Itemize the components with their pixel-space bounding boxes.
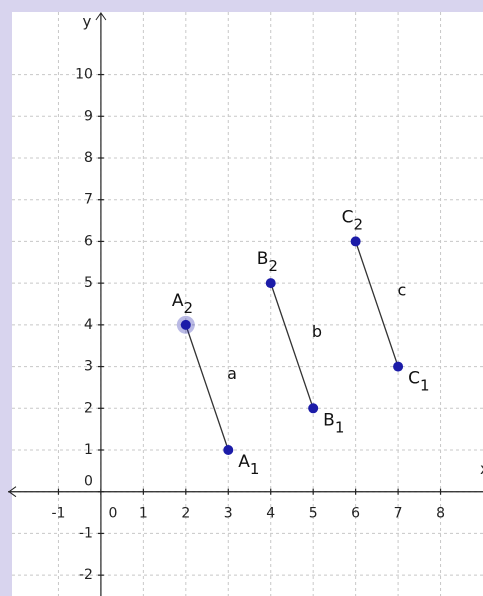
x-tick-label: 4	[266, 506, 275, 522]
point	[308, 403, 319, 414]
point-letter: A	[238, 452, 250, 472]
y-tick-label: 5	[84, 275, 93, 291]
y-tick-label: 4	[84, 317, 93, 333]
x-tick-label: 7	[394, 506, 403, 522]
x-tick-label: 1	[139, 506, 148, 522]
point-subscript: 2	[183, 298, 193, 316]
segment	[355, 241, 399, 367]
x-tick-label: 6	[351, 506, 360, 522]
y-tick-label: 1	[84, 442, 93, 458]
y-tick-label: -1	[79, 525, 93, 541]
segment-label: b	[312, 322, 322, 341]
y-tick-label: 0	[84, 474, 93, 490]
segment	[270, 282, 314, 409]
x-tick-label: 8	[436, 506, 445, 522]
y-tick-label: 2	[84, 400, 93, 416]
point-letter: A	[172, 291, 184, 311]
point-label: B1	[323, 410, 344, 436]
point-label: C2	[342, 207, 363, 233]
x-tick-label: -1	[51, 506, 65, 522]
point-subscript: 1	[250, 460, 260, 478]
y-tick-label: 3	[84, 359, 93, 375]
segment	[185, 324, 229, 451]
point-label: A2	[172, 291, 193, 317]
x-axis-arrow	[8, 486, 17, 498]
y-tick-label: 9	[84, 108, 93, 124]
y-tick-label: 10	[75, 67, 93, 83]
x-tick-label: 5	[309, 506, 318, 522]
segment-label: c	[397, 281, 406, 300]
point-letter: C	[342, 207, 354, 227]
point	[350, 236, 361, 247]
x-tick-label: 3	[224, 506, 233, 522]
y-tick-label: 7	[84, 192, 93, 208]
point-subscript: 1	[420, 376, 430, 394]
point-subscript: 2	[268, 257, 278, 275]
point-letter: B	[257, 249, 269, 269]
point-subscript: 2	[354, 215, 364, 233]
y-axis-arrow	[95, 12, 107, 21]
y-tick-label: 8	[84, 150, 93, 166]
point-letter: B	[323, 410, 335, 430]
y-tick-label: 6	[84, 233, 93, 249]
plot-panel	[12, 12, 483, 596]
segment-label: a	[227, 364, 237, 383]
point-label: C1	[408, 369, 429, 395]
point-subscript: 1	[335, 418, 345, 436]
x-axis-label: x	[480, 460, 483, 478]
point	[180, 319, 191, 330]
x-tick-label: 2	[181, 506, 190, 522]
point-label: A1	[238, 452, 259, 478]
y-tick-label: -2	[79, 567, 93, 583]
point	[265, 278, 276, 289]
point	[393, 361, 404, 372]
y-axis-label: y	[82, 13, 91, 31]
x-tick-label: 0	[108, 506, 117, 522]
point	[223, 445, 234, 455]
point-label: B2	[257, 249, 278, 275]
point-letter: C	[408, 369, 420, 389]
